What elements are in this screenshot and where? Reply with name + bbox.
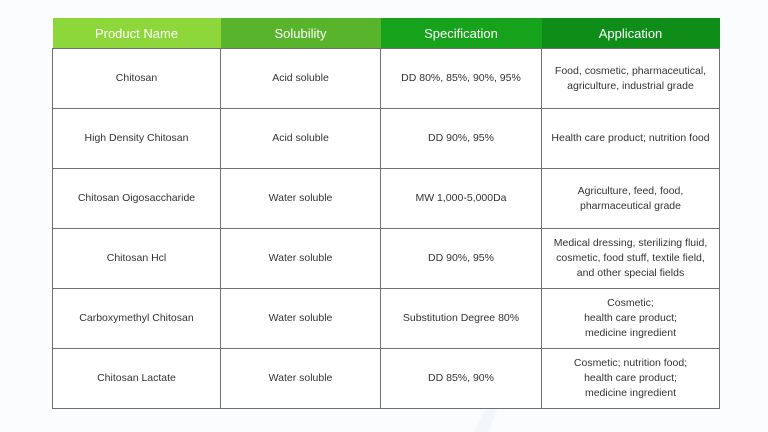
cell-specification: DD 90%, 95% xyxy=(380,108,542,169)
table-row: High Density Chitosan Acid soluble DD 90%,… xyxy=(52,108,720,169)
table-row: Chitosan Acid soluble DD 80%, 85%, 90%, 95… xyxy=(52,48,720,109)
header-application: Application xyxy=(541,18,720,49)
table-header-row: Product Name Solubility Specification Ap… xyxy=(52,18,720,49)
cell-product-name: Chitosan Hcl xyxy=(52,228,221,289)
header-solubility: Solubility xyxy=(220,18,381,49)
cell-application: Agriculture, feed, food, pharmaceutical g… xyxy=(541,168,720,229)
header-product-name: Product Name xyxy=(52,18,221,49)
cell-application: Cosmetic; health care product; medicine in… xyxy=(541,288,720,349)
application-line: Food, cosmetic, pharmaceutical, xyxy=(554,64,707,77)
cell-solubility: Water soluble xyxy=(220,168,381,229)
application-line: health care product; xyxy=(584,372,677,384)
cell-product-name: Chitosan Oigosaccharide xyxy=(52,168,221,229)
cell-product-name: High Density Chitosan xyxy=(52,108,221,169)
table-body: Chitosan Acid soluble DD 80%, 85%, 90%, 95… xyxy=(52,48,720,409)
table-row: Chitosan Lactate Water soluble DD 85%, 90%… xyxy=(52,348,720,409)
cell-solubility: Water soluble xyxy=(220,288,381,349)
application-line: medicine ingredient xyxy=(584,327,677,339)
cell-solubility: Acid soluble xyxy=(220,48,381,109)
application-line: and other special fields xyxy=(576,267,685,279)
application-line: Health care product; nutrition food xyxy=(551,132,710,144)
cell-specification: DD 80%, 85%, 90%, 95% xyxy=(380,48,542,109)
table-row: Chitosan Hcl Water soluble DD 90%, 95% Medi… xyxy=(52,228,720,289)
application-line: health care product; xyxy=(584,312,677,324)
cell-product-name: Chitosan xyxy=(52,48,221,109)
cell-application: Cosmetic; nutrition food; health care pro… xyxy=(541,348,720,409)
cell-application: Medical dressing, sterilizing fluid, cosm… xyxy=(541,228,720,289)
product-spec-table: Product Name Solubility Specification Ap… xyxy=(52,18,720,409)
application-line: medicine ingredient xyxy=(584,387,677,399)
cell-specification: Substitution Degree 80% xyxy=(380,288,542,349)
cell-specification: DD 90%, 95% xyxy=(380,228,542,289)
application-line: Agriculture, feed, food, xyxy=(577,184,684,197)
cell-specification: DD 85%, 90% xyxy=(380,348,542,409)
cell-solubility: Water soluble xyxy=(220,348,381,409)
table-row: Chitosan Oigosaccharide Water soluble MW 1… xyxy=(52,168,720,229)
cell-product-name: Chitosan Lactate xyxy=(52,348,221,409)
cell-solubility: Acid soluble xyxy=(220,108,381,169)
cell-application: Food, cosmetic, pharmaceutical, agricultu… xyxy=(541,48,720,109)
application-line: cosmetic, food stuff, textile field, xyxy=(556,252,705,264)
application-line: agriculture, industrial grade xyxy=(567,79,694,92)
application-line: Medical dressing, sterilizing fluid, xyxy=(553,237,708,249)
cell-product-name: Carboxymethyl Chitosan xyxy=(52,288,221,349)
table-row: Carboxymethyl Chitosan Water soluble Subst… xyxy=(52,288,720,349)
header-specification: Specification xyxy=(380,18,542,49)
application-line: Cosmetic; xyxy=(607,297,654,309)
cell-specification: MW 1,000-5,000Da xyxy=(380,168,542,229)
application-line: Cosmetic; nutrition food; xyxy=(573,357,688,369)
application-line: pharmaceutical grade xyxy=(580,199,681,212)
cell-application: Health care product; nutrition food xyxy=(541,108,720,169)
cell-solubility: Water soluble xyxy=(220,228,381,289)
